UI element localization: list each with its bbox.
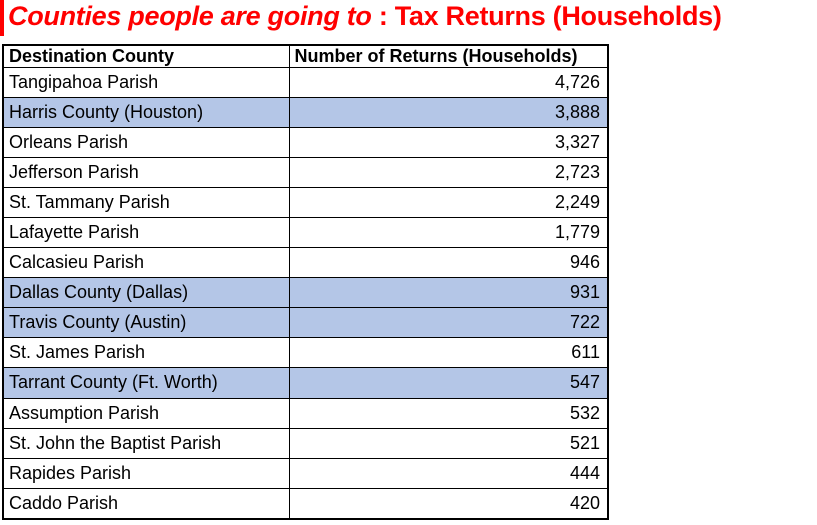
county-cell: St. John the Baptist Parish	[2, 427, 290, 459]
page-title-italic-part: Counties people are going to	[8, 1, 372, 31]
county-cell: Tangipahoa Parish	[2, 66, 290, 99]
county-cell: Orleans Parish	[2, 127, 290, 159]
table-row: Jefferson Parish 2,723	[2, 157, 609, 189]
table-row: St. James Parish 611	[2, 337, 609, 369]
table-row: Lafayette Parish 1,779	[2, 217, 609, 249]
table-header-row: Destination County Number of Returns (Ho…	[2, 44, 609, 68]
table-row: Calcasieu Parish 946	[2, 247, 609, 279]
county-cell: Calcasieu Parish	[2, 247, 290, 279]
county-cell: Harris County (Houston)	[2, 97, 290, 129]
county-cell: Rapides Parish	[2, 457, 290, 489]
column-header-number-of-returns: Number of Returns (Households)	[288, 44, 609, 68]
table-row: Caddo Parish 420	[2, 487, 609, 520]
county-cell: Travis County (Austin)	[2, 307, 290, 339]
county-cell: Jefferson Parish	[2, 157, 290, 189]
returns-cell: 931	[288, 277, 609, 309]
table-row: Travis County (Austin) 722	[2, 307, 609, 339]
county-cell: St. Tammany Parish	[2, 187, 290, 219]
returns-cell: 3,327	[288, 127, 609, 159]
returns-cell: 521	[288, 427, 609, 459]
red-annotation-edge	[0, 0, 4, 36]
county-cell: Dallas County (Dallas)	[2, 277, 290, 309]
returns-cell: 611	[288, 337, 609, 369]
county-cell: Lafayette Parish	[2, 217, 290, 249]
county-cell: St. James Parish	[2, 337, 290, 369]
column-header-destination-county: Destination County	[2, 44, 290, 68]
returns-cell: 547	[288, 367, 609, 399]
returns-cell: 444	[288, 457, 609, 489]
returns-cell: 532	[288, 397, 609, 429]
destination-county-table: Destination County Number of Returns (Ho…	[2, 44, 609, 520]
table-row: St. Tammany Parish 2,249	[2, 187, 609, 219]
table-row: Harris County (Houston) 3,888	[2, 97, 609, 129]
table-row: Tangipahoa Parish 4,726	[2, 66, 609, 99]
table-row: Orleans Parish 3,327	[2, 127, 609, 159]
returns-cell: 2,723	[288, 157, 609, 189]
returns-cell: 420	[288, 487, 609, 520]
returns-cell: 1,779	[288, 217, 609, 249]
page-title-regular-part: : Tax Returns (Households)	[371, 1, 722, 31]
table-row: Dallas County (Dallas) 931	[2, 277, 609, 309]
table-row: Assumption Parish 532	[2, 397, 609, 429]
returns-cell: 722	[288, 307, 609, 339]
table-row: Rapides Parish 444	[2, 457, 609, 489]
table-row: St. John the Baptist Parish 521	[2, 427, 609, 459]
county-cell: Tarrant County (Ft. Worth)	[2, 367, 290, 399]
returns-cell: 946	[288, 247, 609, 279]
page-title: Counties people are going to : Tax Retur…	[8, 1, 722, 32]
county-cell: Assumption Parish	[2, 397, 290, 429]
returns-cell: 3,888	[288, 97, 609, 129]
returns-cell: 2,249	[288, 187, 609, 219]
returns-cell: 4,726	[288, 66, 609, 99]
county-cell: Caddo Parish	[2, 487, 290, 520]
table-row: Tarrant County (Ft. Worth) 547	[2, 367, 609, 399]
